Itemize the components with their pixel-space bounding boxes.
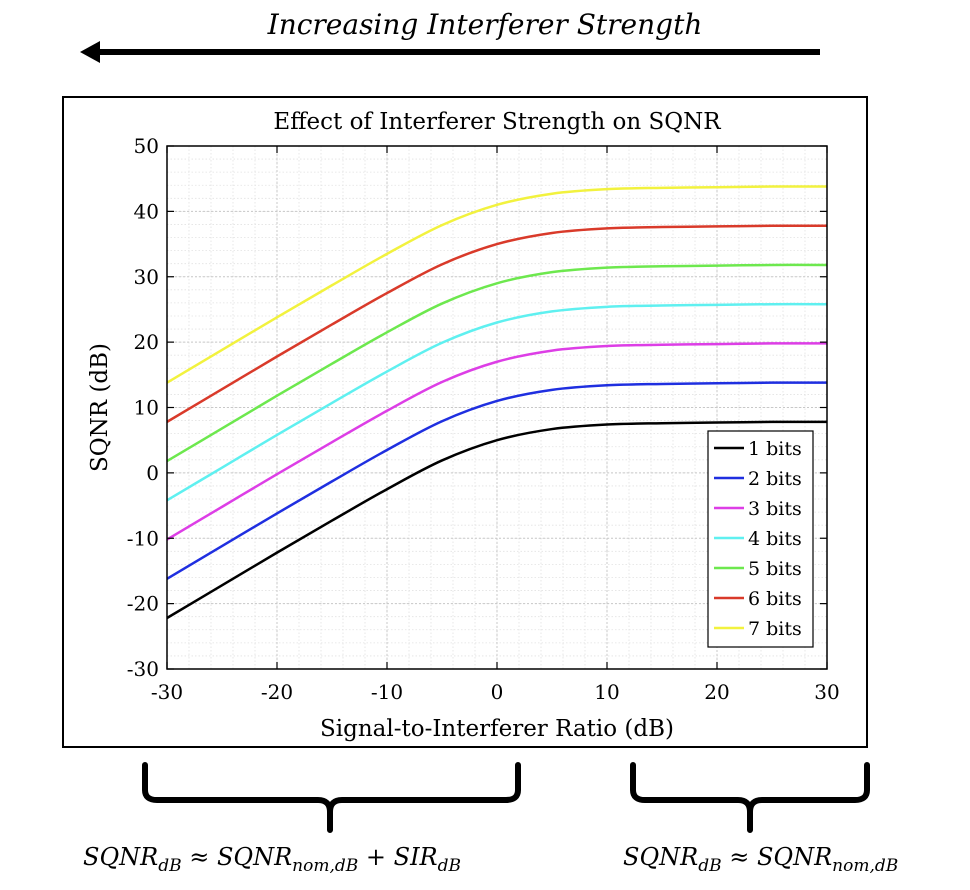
y-tick-label: 20 [134, 330, 159, 354]
legend-label-4: 4 bits [748, 528, 802, 550]
eq-left-t1: SQNR [216, 843, 293, 871]
series-line-6 [166, 224, 828, 423]
direction-arrowhead [80, 41, 100, 63]
eq-right-lhs-sub: dB [698, 855, 722, 876]
legend-label-2: 2 bits [748, 468, 802, 490]
legend-label-1: 1 bits [748, 438, 802, 460]
series-line-4 [166, 302, 828, 502]
y-tick-label: 0 [146, 461, 159, 485]
right-brace [630, 762, 870, 833]
eq-right-op: ≈ [729, 843, 750, 871]
y-tick-label: 40 [134, 199, 159, 223]
eq-left-lhs-sub: dB [158, 855, 182, 876]
eq-right-t1-sub: nom,dB [832, 855, 899, 876]
eq-right-t1: SQNR [756, 843, 833, 871]
legend-label-5: 5 bits [748, 558, 802, 580]
chart: -30 -20 -10 0 10 20 30 50 40 30 20 10 0 -10 -20 -30 Effe… [87, 109, 840, 742]
series-line-7 [166, 185, 828, 384]
x-tick-label: -20 [261, 680, 293, 704]
x-axis-label: Signal-to-Interferer Ratio (dB) [320, 716, 674, 742]
y-tick-label: 30 [134, 265, 159, 289]
eq-left-plus: + [365, 843, 386, 871]
eq-left-lhs: SQNR [83, 843, 159, 871]
legend-label-3: 3 bits [748, 498, 802, 520]
eq-left-t2-sub: dB [437, 855, 461, 876]
top-caption: Increasing Interferer Strength [267, 8, 703, 41]
x-tick-label: 20 [704, 680, 729, 704]
left-equation: SQNRdB ≈ SQNRnom,dB + SIRdB [83, 843, 461, 876]
series-line-1 [166, 420, 828, 620]
chart-title: Effect of Interferer Strength on SQNR [273, 109, 721, 135]
eq-left-t2: SIR [393, 843, 438, 871]
y-tick-label: -30 [127, 657, 159, 681]
series-line-2 [166, 381, 828, 580]
eq-left-op: ≈ [189, 843, 210, 871]
x-tick-label: 30 [814, 680, 839, 704]
legend-label-7: 7 bits [748, 618, 802, 640]
y-tick-label: -10 [127, 526, 159, 550]
eq-left-t1-sub: nom,dB [292, 855, 359, 876]
x-tick-label: 0 [491, 680, 504, 704]
right-equation: SQNRdB ≈ SQNRnom,dB [623, 843, 898, 876]
x-tick-label: 10 [594, 680, 619, 704]
series-line-3 [166, 342, 828, 541]
y-tick-label: 50 [134, 134, 159, 158]
series-line-5 [166, 263, 828, 463]
legend-label-6: 6 bits [748, 588, 802, 610]
y-axis-label: SQNR (dB) [87, 343, 113, 472]
x-tick-label: -10 [371, 680, 403, 704]
x-tick-label: -30 [151, 680, 183, 704]
eq-right-lhs: SQNR [623, 843, 699, 871]
y-tick-label: 10 [134, 396, 159, 420]
left-brace [142, 762, 521, 833]
y-tick-label: -20 [127, 592, 159, 616]
